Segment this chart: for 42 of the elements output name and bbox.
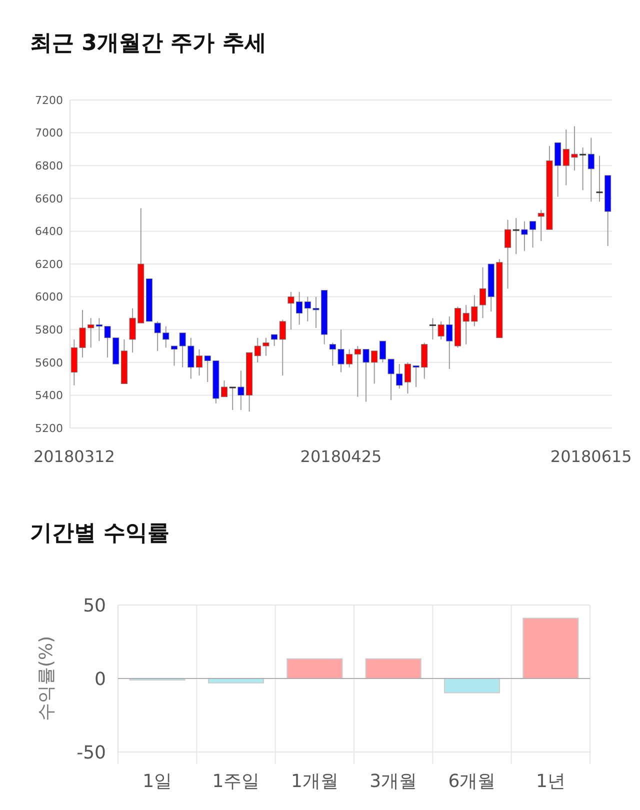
candlestick (221, 380, 228, 398)
candlestick (271, 334, 278, 346)
bar (365, 658, 422, 679)
chart-title: 기간별 수익률 (30, 521, 170, 546)
y-tick-label: 5800 (35, 323, 63, 336)
candlestick (429, 318, 436, 340)
x-tick-label: 6개월 (448, 771, 496, 792)
x-tick-label: 1주일 (212, 771, 260, 792)
y-tick-label: 7000 (35, 126, 63, 140)
candlestick (279, 319, 286, 376)
chart-title: 최근 3개월간 주가 추세 (30, 31, 266, 56)
candlestick (588, 137, 594, 202)
y-tick-label: 5200 (35, 422, 63, 435)
y-tick-label: 6400 (35, 225, 63, 238)
y-tick-label: 6800 (35, 159, 63, 172)
x-tick-label: 1년 (536, 771, 566, 792)
x-tick-label: 20180312 (33, 447, 115, 466)
bar (444, 678, 500, 694)
y-tick-label: 6000 (35, 290, 63, 304)
x-tick-label: 3개월 (370, 771, 418, 792)
bar (286, 658, 343, 679)
x-tick-label: 1일 (142, 771, 172, 792)
x-tick-label: 20180615 (550, 447, 632, 466)
candlestick (229, 386, 236, 410)
candlestick (196, 348, 202, 376)
y-tick-label: 50 (83, 595, 106, 616)
y-tick-label: 6600 (35, 192, 63, 206)
candlestick (480, 266, 486, 319)
y-tick-label: 5600 (35, 356, 63, 370)
candlestick (580, 147, 586, 191)
bar (522, 618, 579, 679)
y-tick-label: 5400 (35, 389, 63, 402)
x-tick-label: 20180425 (300, 447, 382, 466)
candlestick (504, 219, 512, 290)
y-axis-title: 수익률(%) (36, 636, 57, 722)
y-tick-label: 7200 (35, 94, 63, 107)
y-tick-label: 0 (94, 668, 106, 690)
x-tick-label: 1개월 (290, 771, 338, 792)
y-tick-label: 6200 (35, 258, 63, 271)
candlestick (596, 155, 603, 202)
y-tick-label: -50 (76, 742, 106, 764)
candlestick (512, 218, 520, 255)
